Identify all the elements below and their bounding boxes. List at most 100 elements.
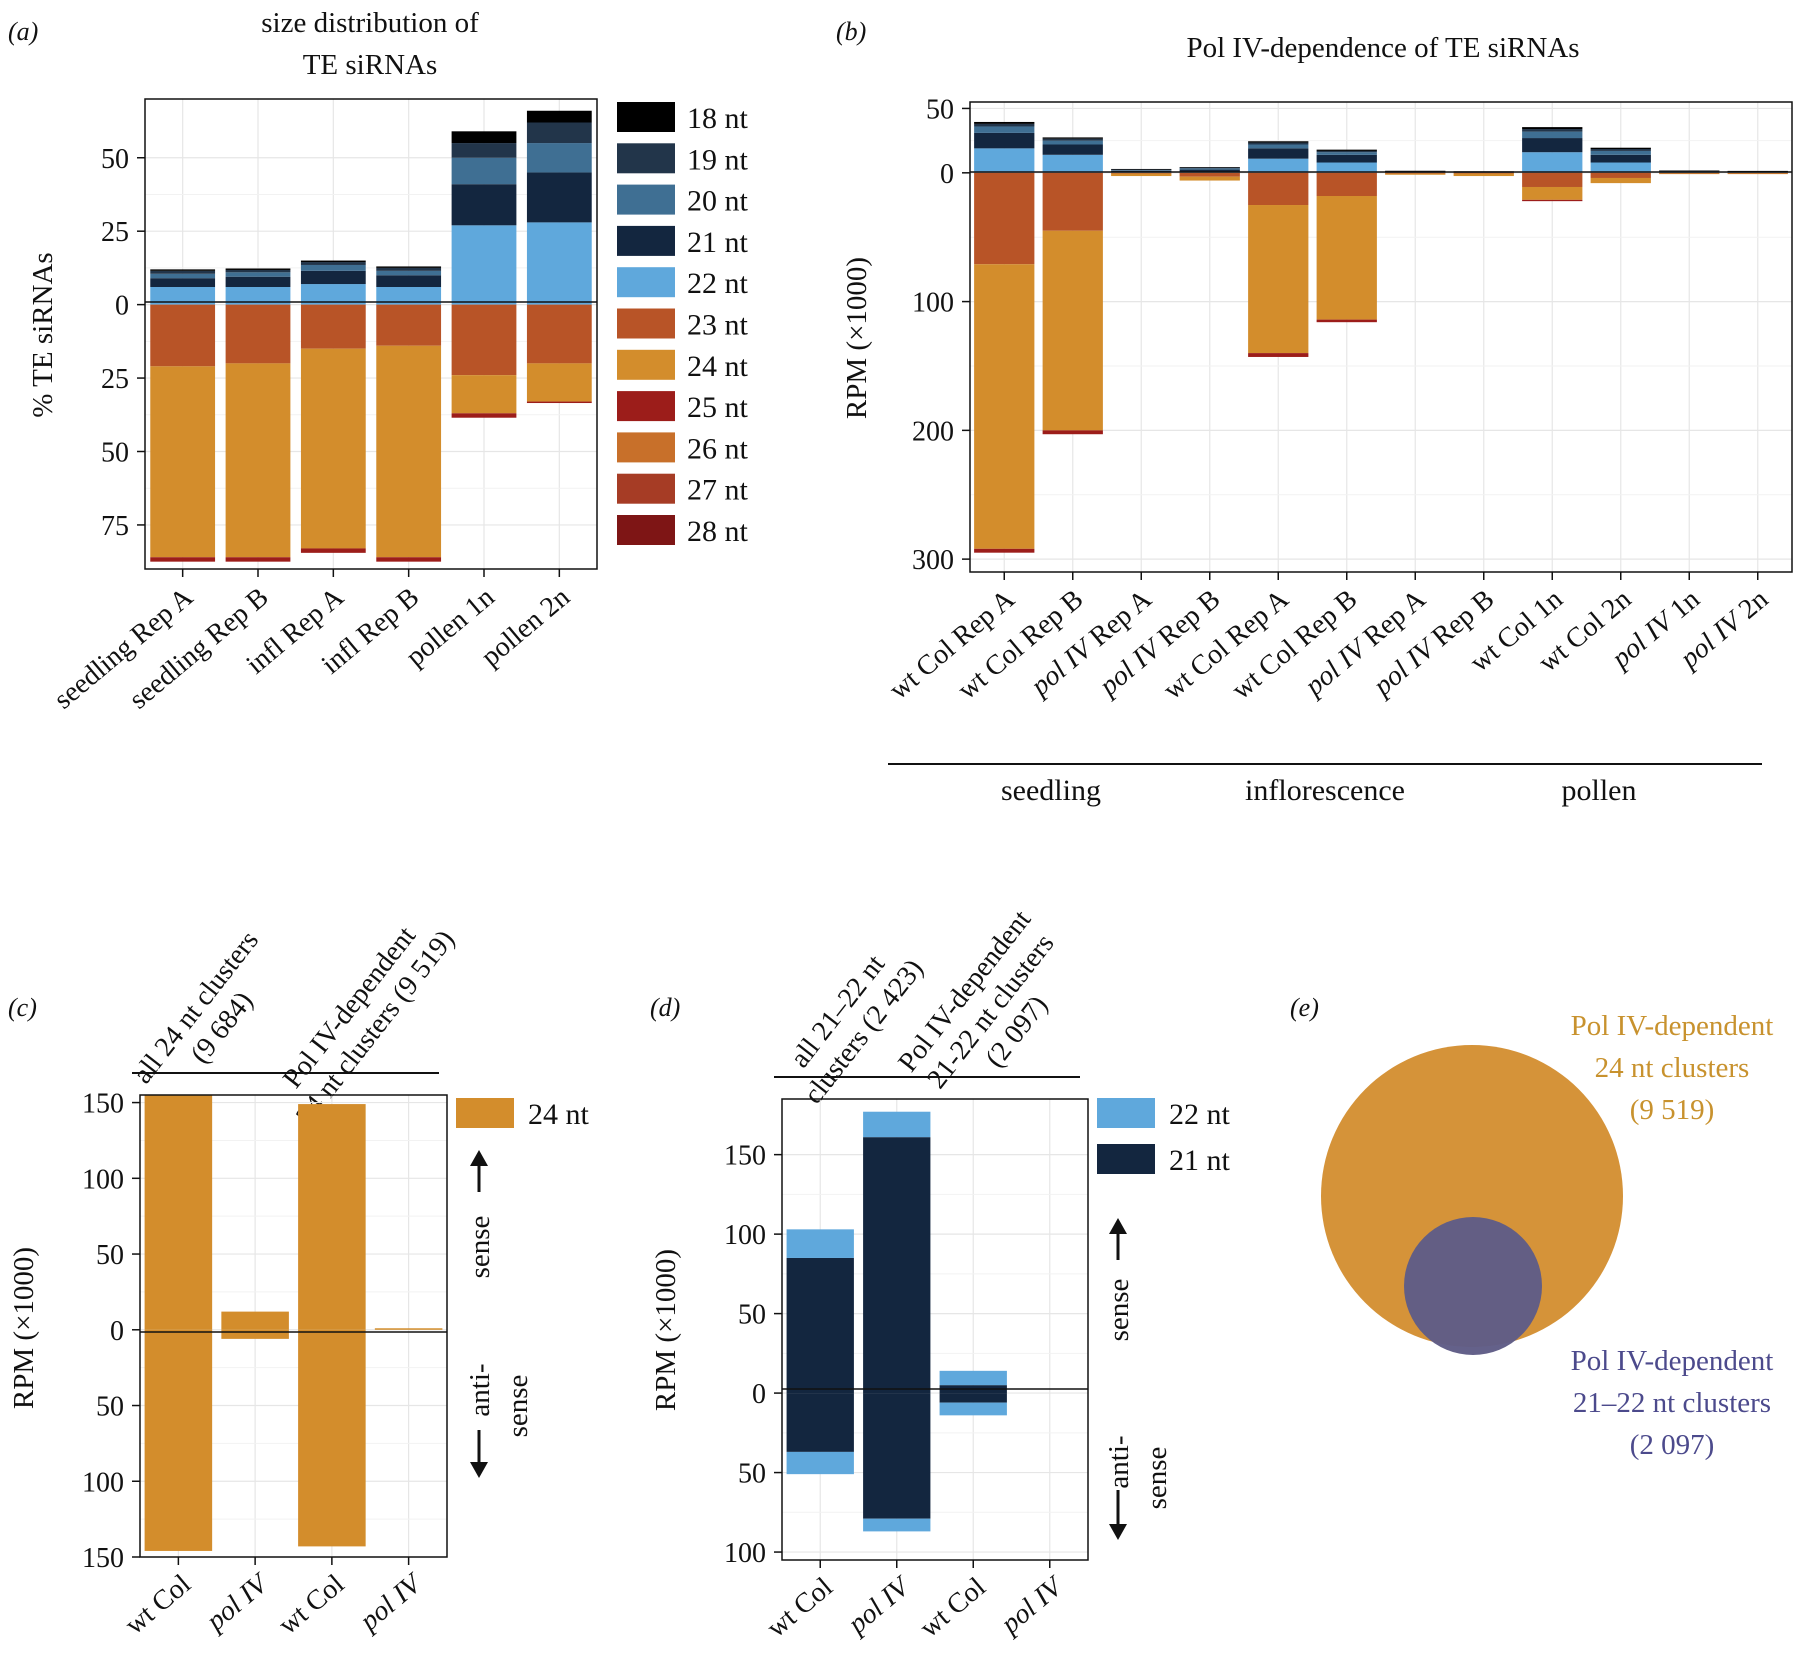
b-bar-5-above-21-nt [1316, 154, 1377, 163]
c-ytick-label-2: 50 [96, 1240, 124, 1271]
b-bar-3-below-24-nt [1179, 176, 1240, 181]
panel-b-y-label: RPM (×1000) [841, 257, 873, 419]
a-bar-1-below-25-nt [225, 557, 291, 562]
b-bar-3-below-23-nt [1179, 172, 1240, 177]
c-ytick-label-5: 100 [82, 1467, 124, 1498]
a-bar-2-above-19-nt [300, 262, 366, 265]
a-bar-0-above-20-nt [150, 273, 216, 279]
b-bar-9-above-22-nt [1590, 162, 1651, 173]
venn-label-24nt-line-0: Pol IV-dependent [1571, 1010, 1774, 1042]
b-bar-0-above-18-nt [974, 121, 1035, 124]
b-bar-9-below-24-nt [1590, 177, 1651, 184]
c-bar-0-above-24-nt [144, 1095, 213, 1330]
a-legend-swatch-28-nt [617, 515, 675, 545]
b-bar-0-below-23-nt [974, 172, 1035, 265]
a-legend-label-24-nt: 24 nt [687, 350, 749, 383]
b-bar-5-below-24-nt [1316, 196, 1377, 320]
panel-a-title-line-1: size distribution of [261, 7, 479, 39]
d-bar-2-below-22-nt [939, 1402, 1007, 1416]
panel-d-legend: 22 nt 21 nt [1097, 1098, 1231, 1177]
panel-d-frame [781, 1098, 1089, 1561]
a-bar-2-above-20-nt [300, 264, 366, 271]
a-bar-1-above-18-nt [225, 268, 291, 270]
venn-circle-24nt [1321, 1045, 1623, 1347]
a-bar-5-below-25-nt [526, 401, 592, 404]
b-bar-4-above-20-nt [1248, 144, 1309, 149]
d-legend-swatch-21-nt [1097, 1144, 1155, 1174]
a-bar-1-above-22-nt [225, 287, 291, 305]
b-bar-0-above-21-nt [974, 132, 1035, 149]
a-bar-5-above-19-nt [526, 122, 592, 144]
d-bar-1-below-21-nt [863, 1393, 931, 1519]
c-xtick-label-3: pol IV [353, 1567, 430, 1638]
d-bar-0-below-22-nt [786, 1451, 854, 1475]
a-legend-swatch-19-nt [617, 143, 675, 174]
a-bar-5-below-24-nt [526, 363, 592, 402]
b-ytick-label-4: 300 [912, 545, 954, 576]
venn-label-21-22nt-line-1: 21–22 nt clusters [1573, 1387, 1771, 1419]
panel-a-letter: (a) [8, 17, 38, 46]
a-bar-0-below-23-nt [150, 304, 216, 367]
panel-c-letter: (c) [8, 993, 37, 1022]
a-bar-1-above-19-nt [225, 269, 291, 273]
d-bar-0-above-22-nt [786, 1229, 854, 1258]
b-bar-0-above-19-nt [974, 123, 1035, 127]
panel-c: (c) all 24 nt clusters(9 684) Pol IV-depe… [8, 921, 590, 1641]
d-ytick-label-4: 50 [738, 1459, 766, 1490]
a-legend-swatch-20-nt [617, 184, 675, 215]
panel-b-letter: (b) [836, 17, 866, 46]
a-ytick-label-5: 75 [101, 511, 129, 542]
b-bar-9-above-18-nt [1590, 147, 1651, 149]
b-bar-3-above-18-nt [1179, 167, 1240, 168]
b-bar-2-above-19-nt [1111, 169, 1172, 171]
panel-c-legend: 24 nt [456, 1098, 590, 1131]
a-bar-0-below-24-nt [150, 366, 216, 558]
a-ytick-label-0: 50 [101, 144, 129, 175]
b-bar-2-above-20-nt [1111, 170, 1172, 171]
b-bar-7-below-24-nt [1453, 173, 1514, 177]
c-ytick-label-4: 50 [96, 1392, 124, 1423]
a-legend-label-18-nt: 18 nt [687, 102, 749, 135]
b-bar-1-above-20-nt [1042, 140, 1103, 145]
b-bar-0-above-20-nt [974, 126, 1035, 133]
a-bar-5-above-18-nt [526, 110, 592, 123]
a-legend-swatch-25-nt [617, 391, 675, 422]
b-bar-3-above-19-nt [1179, 167, 1240, 169]
venn-label-21-22nt-line-2: (2 097) [1630, 1429, 1715, 1461]
b-bar-8-above-21-nt [1522, 138, 1583, 153]
b-bar-1-below-23-nt [1042, 172, 1103, 231]
d-bar-2-above-22-nt [939, 1370, 1007, 1386]
a-bar-3-above-18-nt [376, 266, 442, 268]
c-bar-0-below-24-nt [144, 1329, 213, 1551]
b-bar-3-above-21-nt [1179, 169, 1240, 172]
a-bar-1-below-24-nt [225, 363, 291, 558]
c-ytick-label-6: 150 [82, 1543, 124, 1574]
a-bar-1-above-21-nt [225, 276, 291, 287]
d-sense-label: sense [1103, 1279, 1135, 1342]
c-antisense-arrow-icon [470, 1462, 488, 1478]
a-bar-5-above-21-nt [526, 172, 592, 223]
a-bar-2-above-21-nt [300, 270, 366, 285]
a-legend-label-26-nt: 26 nt [687, 432, 749, 465]
b-bar-8-above-20-nt [1522, 131, 1583, 139]
b-bar-11-below-23-nt [1727, 172, 1788, 174]
b-bar-6-below-24-nt [1385, 173, 1446, 175]
d-bar-1-above-22-nt [863, 1111, 931, 1138]
a-legend-swatch-26-nt [617, 432, 675, 463]
a-legend-label-21-nt: 21 nt [687, 226, 749, 259]
a-bar-2-below-24-nt [300, 348, 366, 549]
b-bar-11-above-18-nt [1727, 170, 1788, 172]
b-bar-2-below-23-nt [1111, 172, 1172, 174]
a-bar-4-below-24-nt [451, 375, 517, 414]
b-bar-5-above-20-nt [1316, 152, 1377, 155]
a-legend-label-23-nt: 23 nt [687, 309, 749, 342]
a-bar-2-above-18-nt [300, 260, 366, 263]
d-xtick-label-2: wt Col [914, 1571, 992, 1643]
d-ytick-label-5: 100 [724, 1538, 766, 1569]
panel-b-bars [974, 121, 1788, 553]
b-bar-10-below-23-nt [1659, 172, 1720, 174]
